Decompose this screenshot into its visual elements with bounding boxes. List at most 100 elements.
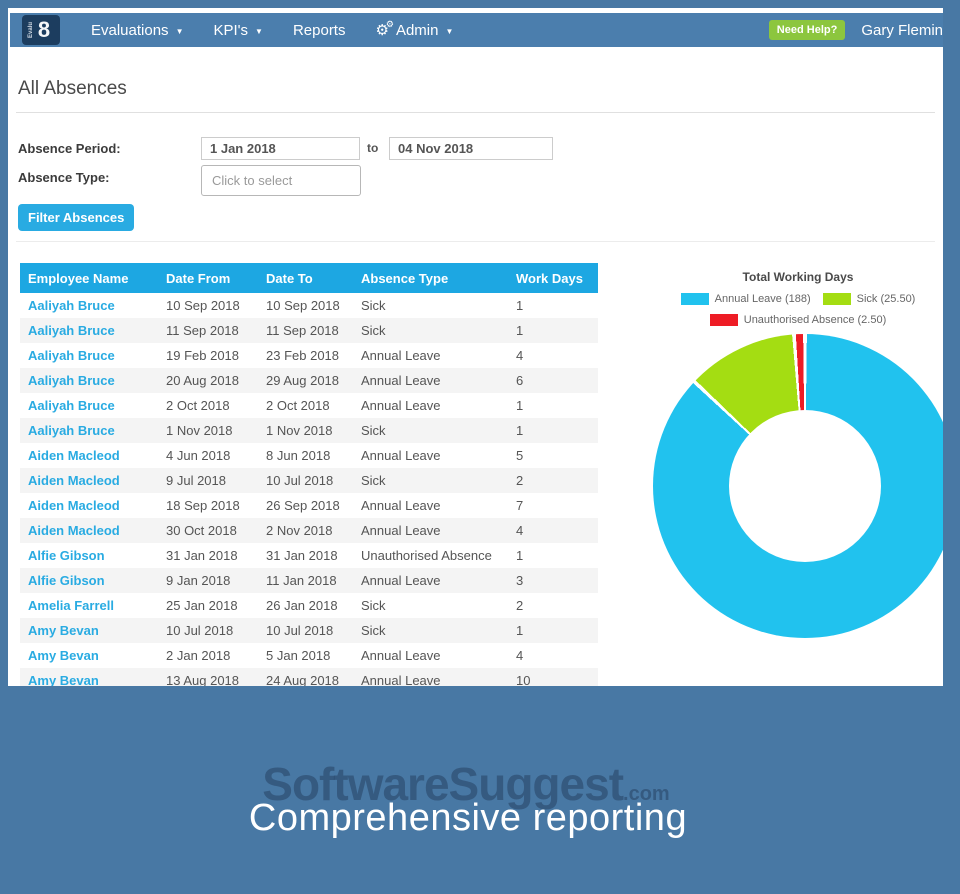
table-row: Aiden Macleod 9 Jul 2018 10 Jul 2018 Sick 2 bbox=[20, 468, 598, 493]
table-cell: Sick bbox=[361, 473, 386, 488]
table-cell: Sick bbox=[361, 323, 386, 338]
divider bbox=[16, 112, 935, 113]
table-cell: 13 Aug 2018 bbox=[166, 673, 240, 686]
employee-link[interactable]: Amelia Farrell bbox=[28, 598, 114, 613]
table-cell: 1 bbox=[516, 298, 524, 313]
absence-period-label: Absence Period: bbox=[18, 141, 121, 156]
table-cell: 31 Jan 2018 bbox=[266, 548, 338, 563]
table-cell: Annual Leave bbox=[361, 523, 441, 538]
table-header-row: Employee Name Date From Date To Absence … bbox=[20, 263, 598, 293]
nav-item-label: KPI's bbox=[213, 21, 249, 39]
chart-title: Total Working Days bbox=[742, 270, 854, 284]
employee-link[interactable]: Aiden Macleod bbox=[28, 498, 120, 513]
table-cell: 5 Jan 2018 bbox=[266, 648, 331, 663]
table-cell: 2 Oct 2018 bbox=[166, 398, 230, 413]
column-header[interactable]: Absence Type bbox=[361, 270, 449, 286]
employee-link[interactable]: Aaliyah Bruce bbox=[28, 398, 115, 413]
table-cell: Annual Leave bbox=[361, 373, 441, 388]
absences-table: Employee Name Date From Date To Absence … bbox=[20, 263, 598, 686]
employee-link[interactable]: Aiden Macleod bbox=[28, 448, 120, 463]
table-row: Alfie Gibson 9 Jan 2018 11 Jan 2018 Annual … bbox=[20, 568, 598, 593]
date-to-input[interactable] bbox=[389, 137, 553, 160]
user-menu[interactable]: Gary Flemin bbox=[861, 21, 943, 39]
employee-link[interactable]: Amy Bevan bbox=[28, 648, 99, 663]
legend-item[interactable]: Sick (25.50) bbox=[822, 293, 916, 305]
employee-link[interactable]: Aaliyah Bruce bbox=[28, 323, 115, 338]
employee-link[interactable]: Aaliyah Bruce bbox=[28, 423, 115, 438]
filter-absences-button[interactable]: Filter Absences bbox=[18, 204, 135, 231]
need-help-button[interactable]: Need Help? bbox=[768, 20, 846, 40]
absence-type-label: Absence Type: bbox=[18, 170, 110, 185]
column-header[interactable]: Date From bbox=[166, 270, 231, 286]
table-cell: 11 Sep 2018 bbox=[166, 323, 239, 338]
table-cell: 10 Jul 2018 bbox=[266, 623, 334, 638]
table-cell: 3 bbox=[516, 573, 524, 588]
employee-link[interactable]: Aaliyah Bruce bbox=[28, 348, 115, 363]
chevron-down-icon: ▼ bbox=[445, 26, 454, 36]
column-header[interactable]: Work Days bbox=[516, 270, 583, 286]
evalu8-logo[interactable]: Evalu 8 bbox=[22, 15, 60, 45]
chevron-down-icon: ▼ bbox=[255, 26, 263, 36]
table-cell: Sick bbox=[361, 598, 386, 613]
legend-label: Sick (25.50) bbox=[856, 293, 916, 305]
employee-link[interactable]: Aaliyah Bruce bbox=[28, 298, 115, 313]
legend-swatch bbox=[680, 293, 709, 305]
table-row: Aaliyah Bruce 1 Nov 2018 1 Nov 2018 Sick 1 bbox=[20, 418, 598, 443]
employee-link[interactable]: Alfie Gibson bbox=[28, 548, 105, 563]
cog-small-icon: ⚙ bbox=[385, 18, 394, 29]
date-from-input[interactable] bbox=[201, 137, 360, 160]
table-cell: 26 Jan 2018 bbox=[266, 598, 338, 613]
table-row: Aaliyah Bruce 2 Oct 2018 2 Oct 2018 Annual … bbox=[20, 393, 598, 418]
watermark-text: SoftwareSuggest bbox=[262, 758, 624, 810]
table-row: Aaliyah Bruce 20 Aug 2018 29 Aug 2018 Annua… bbox=[20, 368, 598, 393]
to-label: to bbox=[367, 141, 379, 155]
table-cell: 31 Jan 2018 bbox=[166, 548, 238, 563]
table-row: Aiden Macleod 18 Sep 2018 26 Sep 2018 Annua… bbox=[20, 493, 598, 518]
column-header[interactable]: Employee Name bbox=[28, 270, 129, 286]
table-cell: Annual Leave bbox=[361, 448, 441, 463]
employee-link[interactable]: Amy Bevan bbox=[28, 623, 99, 638]
table-cell: 1 bbox=[516, 623, 524, 638]
nav-item-label: Admin bbox=[395, 21, 439, 39]
legend-label: Unauthorised Absence (2.50) bbox=[743, 314, 887, 326]
column-header[interactable]: Date To bbox=[266, 270, 313, 286]
table-cell: 10 Sep 2018 bbox=[166, 298, 240, 313]
nav-item-reports[interactable]: Reports bbox=[278, 13, 361, 47]
employee-link[interactable]: Aiden Macleod bbox=[28, 473, 120, 488]
employee-link[interactable]: Amy Bevan bbox=[28, 673, 99, 686]
donut-chart[interactable] bbox=[653, 334, 943, 638]
table-cell: 25 Jan 2018 bbox=[166, 598, 238, 613]
table-cell: Unauthorised Absence bbox=[361, 548, 492, 563]
employee-link[interactable]: Aiden Macleod bbox=[28, 523, 120, 538]
table-cell: 26 Sep 2018 bbox=[266, 498, 340, 513]
legend-item[interactable]: Unauthorised Absence (2.50) bbox=[709, 314, 887, 326]
table-cell: 11 Sep 2018 bbox=[266, 323, 339, 338]
table-row: Aiden Macleod 30 Oct 2018 2 Nov 2018 Annual… bbox=[20, 518, 598, 543]
table-cell: Annual Leave bbox=[361, 498, 441, 513]
table-row: Amy Bevan 13 Aug 2018 24 Aug 2018 Annual Le… bbox=[20, 668, 598, 686]
nav-item-admin[interactable]: ⚙ ⚙ Admin ▼ bbox=[360, 13, 468, 47]
working-days-chart: Total Working Days Annual Leave (188) Sic… bbox=[648, 260, 943, 326]
banner-caption: Comprehensive reporting bbox=[248, 797, 688, 839]
table-cell: Annual Leave bbox=[361, 398, 441, 413]
employee-link[interactable]: Aaliyah Bruce bbox=[28, 373, 115, 388]
divider bbox=[16, 241, 935, 242]
table-cell: Sick bbox=[361, 298, 386, 313]
table-cell: 10 Sep 2018 bbox=[266, 298, 340, 313]
nav-item-kpi-s[interactable]: KPI's ▼ bbox=[198, 13, 277, 47]
table-cell: Sick bbox=[361, 423, 386, 438]
table-cell: 1 bbox=[516, 423, 524, 438]
table-cell: 2 bbox=[516, 473, 524, 488]
nav-item-evaluations[interactable]: Evaluations ▼ bbox=[76, 13, 198, 47]
table-row: Aaliyah Bruce 19 Feb 2018 23 Feb 2018 Annua… bbox=[20, 343, 598, 368]
employee-link[interactable]: Alfie Gibson bbox=[28, 573, 105, 588]
table-cell: Annual Leave bbox=[361, 348, 441, 363]
absence-type-select[interactable] bbox=[201, 165, 361, 196]
table-cell: 10 bbox=[516, 673, 531, 686]
table-cell: 30 Oct 2018 bbox=[166, 523, 237, 538]
table-cell: 10 Jul 2018 bbox=[166, 623, 234, 638]
legend-item[interactable]: Annual Leave (188) bbox=[680, 293, 811, 305]
table-row: Alfie Gibson 31 Jan 2018 31 Jan 2018 Unauth… bbox=[20, 543, 598, 568]
logo-vertical-text: Evalu bbox=[28, 21, 35, 39]
table-cell: 1 bbox=[516, 398, 524, 413]
